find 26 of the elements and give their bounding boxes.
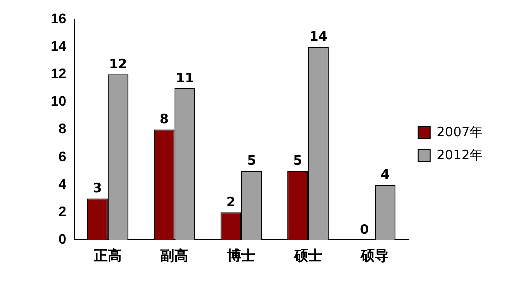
x-tick-label: 正高: [92, 247, 122, 264]
y-tick-label: 14: [50, 38, 67, 54]
y-tick-label: 2: [58, 203, 67, 220]
data-label: 8: [160, 112, 169, 128]
y-tick-label: 6: [58, 148, 67, 164]
data-label: 11: [176, 71, 194, 86]
data-label: 4: [380, 168, 390, 183]
x-tick-label: 博士: [226, 247, 256, 264]
legend-label: 2007年: [436, 125, 484, 140]
y-tick-label: 8: [58, 120, 67, 137]
x-tick-label: 硕导: [360, 247, 390, 264]
x-tick-label: 副高: [160, 247, 189, 264]
data-label: 0: [360, 223, 370, 238]
y-tick-label: 0: [58, 231, 67, 248]
y-tick-label: 4: [58, 176, 67, 192]
data-label: 3: [93, 182, 102, 197]
y-tick-label: 16: [50, 10, 67, 26]
data-label: 5: [293, 154, 302, 170]
data-label: 14: [310, 30, 328, 45]
y-tick-label: 12: [50, 65, 67, 82]
legend-label: 2012年: [436, 148, 484, 164]
x-tick-label: 硕士: [293, 247, 322, 264]
data-label: 12: [109, 57, 128, 72]
data-label: 2: [226, 195, 236, 210]
y-tick-label: 10: [50, 93, 67, 110]
data-label: 5: [247, 154, 256, 170]
